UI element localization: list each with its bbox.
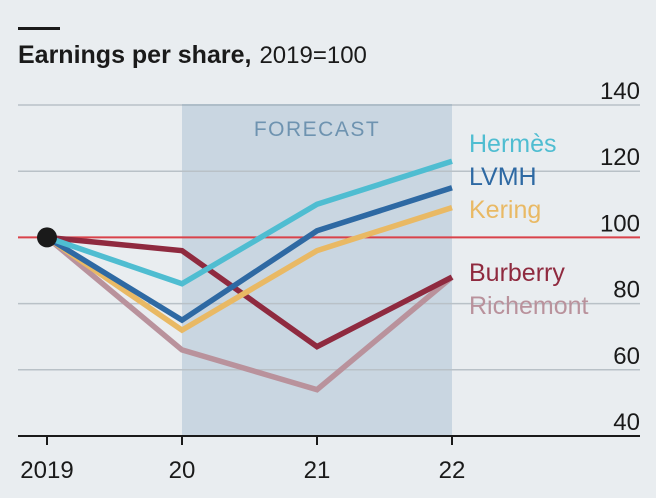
series-line-kering bbox=[45, 204, 453, 334]
x-tick-label-20: 20 bbox=[169, 457, 196, 484]
series-line-burberry bbox=[46, 234, 454, 350]
x-tick-label-22: 22 bbox=[439, 457, 466, 484]
forecast-band bbox=[182, 105, 452, 436]
y-tick-label-60: 60 bbox=[613, 343, 640, 370]
series-label-richemont: Richemont bbox=[469, 292, 589, 320]
y-tick-label-40: 40 bbox=[613, 409, 640, 436]
forecast-label: FORECAST bbox=[254, 118, 380, 141]
y-tick-label-100: 100 bbox=[600, 210, 640, 237]
title-accent-bar bbox=[18, 27, 60, 30]
y-tick-label-80: 80 bbox=[613, 277, 640, 304]
y-tick-label-120: 120 bbox=[600, 144, 640, 171]
chart-title: Earnings per share, 2019=100 bbox=[18, 41, 367, 69]
x-tick-label-21: 21 bbox=[304, 457, 331, 484]
chart-title-main: Earnings per share, bbox=[18, 41, 251, 69]
series-label-burberry: Burberry bbox=[469, 259, 565, 287]
series-line-herms bbox=[46, 158, 453, 287]
series-label-kering: Kering bbox=[469, 196, 541, 224]
x-tick-label-2019: 2019 bbox=[20, 457, 73, 484]
series-label-herms: Hermès bbox=[469, 130, 557, 158]
series-label-lvmh: LVMH bbox=[469, 163, 537, 191]
y-tick-label-140: 140 bbox=[600, 78, 640, 105]
chart-subtitle: 2019=100 bbox=[259, 42, 366, 69]
series-line-richemont bbox=[45, 235, 454, 393]
plot-area: FORECAST 40 60 80 100 120 140 2019 20 21 22 Hermès L… bbox=[18, 78, 640, 484]
start-marker bbox=[37, 227, 57, 248]
series-line-lvmh bbox=[45, 185, 453, 324]
